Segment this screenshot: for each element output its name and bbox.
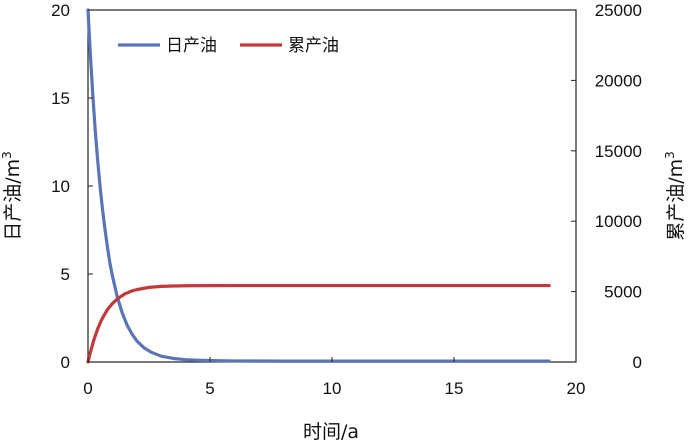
y-left-tick-label: 20 [51, 1, 70, 20]
x-tick-label: 20 [567, 379, 586, 398]
x-tick-label: 10 [323, 379, 342, 398]
y-left-tick-label: 15 [51, 89, 70, 108]
x-tick-label: 15 [445, 379, 464, 398]
y-right-tick-label: 10000 [595, 212, 642, 231]
y-right-tick-label: 5000 [604, 283, 642, 302]
y-left-axis-title-sup: 3 [0, 151, 14, 159]
y-right-axis-title: 累产油/m3 [663, 151, 687, 241]
y-right-tick-label: 25000 [595, 1, 642, 20]
y-left-axis-title: 日产油/m3 [0, 151, 24, 241]
x-axis-title: 时间/a [303, 421, 359, 443]
legend-label-0: 日产油 [166, 36, 217, 56]
y-right-axis-title-sup: 3 [663, 151, 677, 159]
x-tick-label: 0 [83, 379, 92, 398]
y-right-axis-title-main: 累产油/m [665, 159, 687, 241]
series-line-cumulative-oil [86, 283, 551, 364]
y-right-tick-label: 0 [633, 353, 642, 372]
series-line-daily-oil [86, 8, 551, 363]
y-left-tick-label: 5 [61, 265, 70, 284]
plot-area-frame [87, 9, 577, 363]
y-left-tick-label: 10 [51, 177, 70, 196]
y-right-tick-label: 20000 [595, 71, 642, 90]
x-tick-label: 5 [205, 379, 214, 398]
y-right-tick-label: 15000 [595, 142, 642, 161]
legend-label-1: 累产油 [288, 36, 339, 56]
y-left-axis-title-main: 日产油/m [2, 159, 24, 241]
y-left-tick-label: 0 [61, 353, 70, 372]
